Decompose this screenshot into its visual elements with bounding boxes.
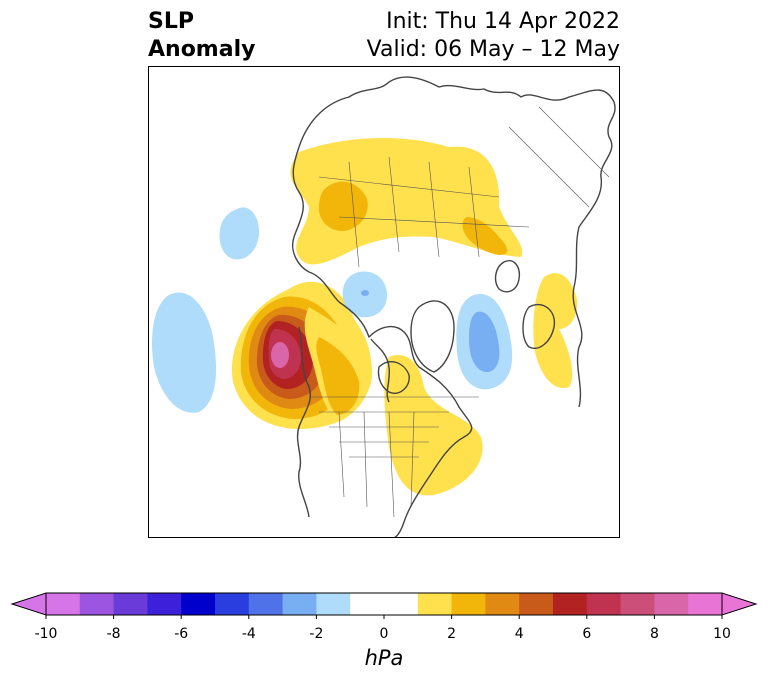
anomaly-greenland-sea-low-core [469, 311, 500, 373]
anomaly-arctic-low-core [361, 290, 369, 296]
map-panel [148, 66, 620, 538]
colorbar-unit-label: hPa [364, 646, 404, 670]
borders [309, 106, 610, 518]
colorbar-svg: -10 -8 -6 -4 -2 0 2 4 6 8 10 [10, 592, 758, 642]
colorbar-tick-label: -2 [309, 626, 323, 640]
colorbar-cell [181, 593, 216, 615]
colorbar-cell [553, 593, 588, 615]
colorbar-tick-label: 4 [515, 626, 524, 640]
colorbar-cell [350, 593, 385, 615]
valid-range: Valid: 06 May – 12 May [366, 37, 620, 62]
anomaly-pacific-high-core [271, 342, 289, 368]
anomaly-w-canada-inner [316, 337, 360, 415]
colorbar: -10 -8 -6 -4 -2 0 2 4 6 8 10 [0, 580, 768, 680]
init-date: Init: Thu 14 Apr 2022 [386, 9, 620, 34]
colorbar-cell [384, 593, 419, 615]
colorbar-cell [485, 593, 520, 615]
colorbar-tick-label: -8 [107, 626, 121, 640]
colorbar-tick-label: -4 [242, 626, 256, 640]
anomaly-east-asia-high [533, 273, 578, 388]
colorbar-tick-label: -6 [174, 626, 188, 640]
colorbar-cell [620, 593, 655, 615]
anomaly-eurasia-inner-b [462, 217, 508, 255]
colorbar-cell [282, 593, 317, 615]
title-line-2: Anomaly [148, 37, 256, 62]
colorbar-cell [113, 593, 148, 615]
colorbar-cell [248, 593, 284, 615]
coastlines [292, 76, 616, 537]
colorbar-tick-label: 6 [582, 626, 591, 640]
anomaly-aleutian-low [219, 207, 259, 260]
anomaly-eurasia-inner-a [318, 181, 368, 232]
date-info: Init: Thu 14 Apr 2022 Valid: 06 May – 12… [367, 8, 620, 64]
map-title: SLP Anomaly [148, 8, 255, 64]
colorbar-tick-label: -10 [35, 626, 58, 640]
anomaly-eurasia-arctic-high [290, 137, 523, 265]
colorbar-tick-label: 2 [447, 626, 456, 640]
colorbar-tick-label: 8 [650, 626, 659, 640]
colorbar-cell [316, 593, 351, 615]
colorbar-over-arrow [721, 592, 758, 616]
colorbar-tick-label: 10 [713, 626, 731, 640]
colorbar-cell [215, 593, 250, 615]
colorbar-cell [79, 593, 115, 615]
colorbar-cell [451, 593, 486, 615]
map-svg [151, 76, 616, 537]
title-line-1: SLP [148, 9, 194, 34]
colorbar-cell [586, 593, 622, 615]
colorbar-cell [654, 593, 689, 615]
colorbar-tick-label: 0 [380, 626, 389, 640]
colorbar-under-arrow [10, 592, 47, 616]
anomaly-eastern-canada-high [384, 355, 483, 496]
colorbar-cell [46, 593, 81, 615]
colorbar-cell [519, 593, 554, 615]
colorbar-cell [417, 593, 453, 615]
colorbar-cell [147, 593, 182, 615]
anomaly-pacific-low [151, 292, 217, 413]
colorbar-cell [688, 593, 723, 615]
